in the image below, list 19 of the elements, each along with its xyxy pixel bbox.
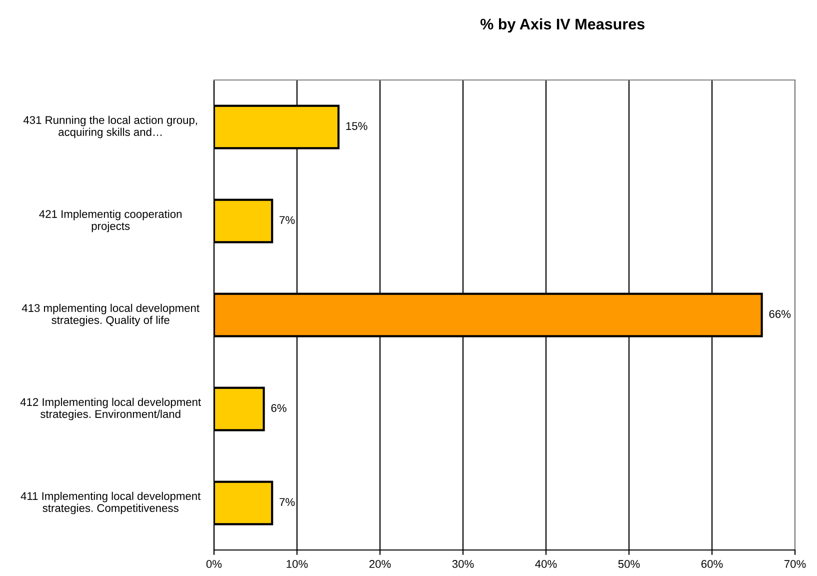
data-label: 66%	[769, 310, 791, 318]
chart-title: % by Axis IV Measures	[480, 18, 644, 33]
x-tick-label: 10%	[286, 560, 308, 568]
data-label: 6%	[271, 404, 286, 412]
y-tick-label: 411 Implementing local development strategies. Competitiveness	[20, 492, 201, 514]
y-tick-label: 431 Running the local action group, acquiring skills and…	[23, 116, 197, 138]
x-tick-label: 0%	[206, 560, 222, 568]
x-tick-label: 50%	[618, 560, 640, 568]
data-label: 7%	[280, 498, 295, 506]
data-label: 7%	[280, 216, 295, 224]
x-tick-label: 30%	[452, 560, 474, 568]
data-label: 15%	[346, 122, 368, 130]
x-tick-label: 20%	[369, 560, 391, 568]
y-tick-label: 413 mplementing local development strategies. Quality of life	[22, 304, 200, 326]
y-tick-label: 421 Implementig cooperation projects	[39, 210, 182, 232]
x-tick-label: 60%	[701, 560, 723, 568]
y-tick-label: 412 Implementing local development strategies. Environment/land	[20, 398, 201, 420]
x-tick-label: 40%	[535, 560, 557, 568]
x-tick-label: 70%	[784, 560, 806, 568]
